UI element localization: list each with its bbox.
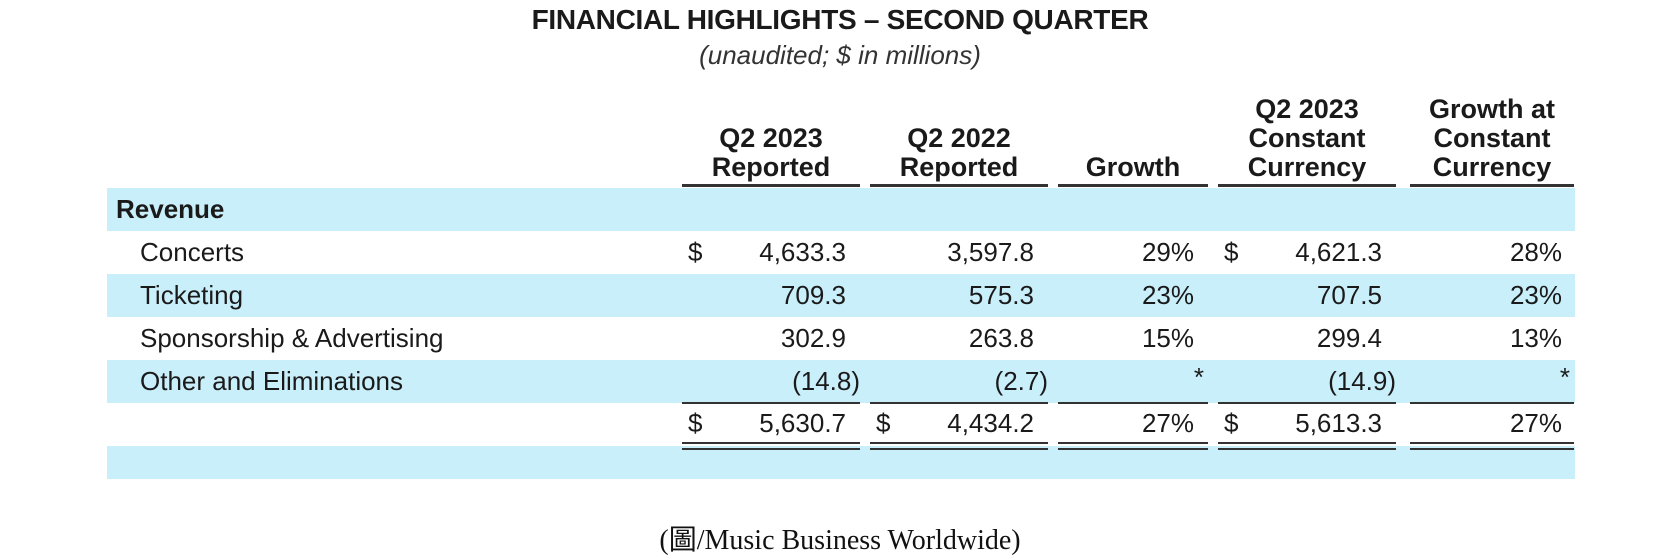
header-rule [1058,184,1208,187]
cell-growth-constant-currency: 23% [1509,280,1562,310]
col-header-line: Reported [899,152,1019,182]
total-q2-2023: 5,630.7 [759,408,846,438]
section-label-revenue: Revenue [116,194,225,224]
col-header-line: Growth [1085,152,1181,182]
total-double-rule [1218,442,1396,450]
subtotal-rule [1410,402,1574,404]
col-header-line: Reported [711,152,831,182]
subtotal-rule [682,402,860,404]
header-rule [870,184,1048,187]
col-header-line: Currency [1432,152,1552,182]
row-label-sponsorship: Sponsorship & Advertising [140,323,444,353]
currency-symbol: $ [688,237,703,267]
row-band [107,446,1575,479]
page-subtitle: (unaudited; $ in millions) [699,40,981,70]
subtotal-rule [1058,402,1208,404]
cell-constant-currency: 707.5 [1316,280,1382,310]
total-growth: 27% [1141,408,1194,438]
cell-q2-2023: (14.8) [792,366,860,396]
subtotal-rule [1218,402,1396,404]
col-header-line: Constant [1248,123,1366,153]
total-q2-2022: 4,434.2 [947,408,1034,438]
cell-constant-currency: 299.4 [1316,323,1382,353]
row-label-other-eliminations: Other and Eliminations [140,366,404,396]
col-header-q2-2023-reported: Q2 2023 Reported [682,92,860,182]
total-double-rule [682,442,860,450]
cell-q2-2022: 3,597.8 [947,237,1034,267]
page-title: FINANCIAL HIGHLIGHTS – SECOND QUARTER [531,4,1149,35]
currency-symbol: $ [1224,237,1239,267]
col-header-q2-2022-reported: Q2 2022 Reported [870,92,1048,182]
cell-q2-2023: 302.9 [780,323,846,353]
col-header-q2-2023-constant-currency: Q2 2023 Constant Currency [1218,92,1396,182]
image-caption: (圖/Music Business Worldwide) [659,525,1021,556]
cell-q2-2022: 263.8 [968,323,1034,353]
col-header-line: Q2 2023 [719,123,823,153]
col-header-growth: Growth [1058,92,1208,182]
row-band [107,274,1575,317]
cell-q2-2023: 709.3 [780,280,846,310]
currency-symbol: $ [876,408,891,438]
cell-growth: 29% [1141,237,1194,267]
col-header-line: Currency [1247,152,1367,182]
row-band [107,360,1575,403]
col-header-line: Q2 2022 [907,123,1011,153]
cell-growth-constant-currency: 28% [1509,237,1562,267]
col-header-growth-constant-currency: Growth at Constant Currency [1410,92,1574,182]
cell-constant-currency: 4,621.3 [1295,237,1382,267]
cell-growth-constant-currency: 13% [1509,323,1562,353]
header-rule [1410,184,1574,187]
cell-constant-currency: (14.9) [1328,366,1396,396]
col-header-line: Constant [1433,123,1551,153]
row-label-concerts: Concerts [140,237,245,267]
total-double-rule [870,442,1048,450]
row-label-ticketing: Ticketing [140,280,244,310]
cell-growth: * [1193,362,1204,392]
cell-q2-2022: 575.3 [968,280,1034,310]
currency-symbol: $ [688,408,703,438]
cell-growth-constant-currency: * [1559,362,1570,392]
row-band [107,188,1575,231]
subtotal-rule [870,402,1048,404]
total-constant-currency: 5,613.3 [1295,408,1382,438]
total-double-rule [1058,442,1208,450]
header-rule [682,184,860,187]
total-double-rule [1410,442,1574,450]
col-header-line: Q2 2023 [1255,94,1359,124]
total-growth-constant-currency: 27% [1509,408,1562,438]
col-header-line: Growth at [1429,94,1555,124]
cell-growth: 15% [1141,323,1194,353]
header-rule [1218,184,1396,187]
currency-symbol: $ [1224,408,1239,438]
cell-growth: 23% [1141,280,1194,310]
cell-q2-2023: 4,633.3 [759,237,846,267]
cell-q2-2022: (2.7) [994,366,1048,396]
